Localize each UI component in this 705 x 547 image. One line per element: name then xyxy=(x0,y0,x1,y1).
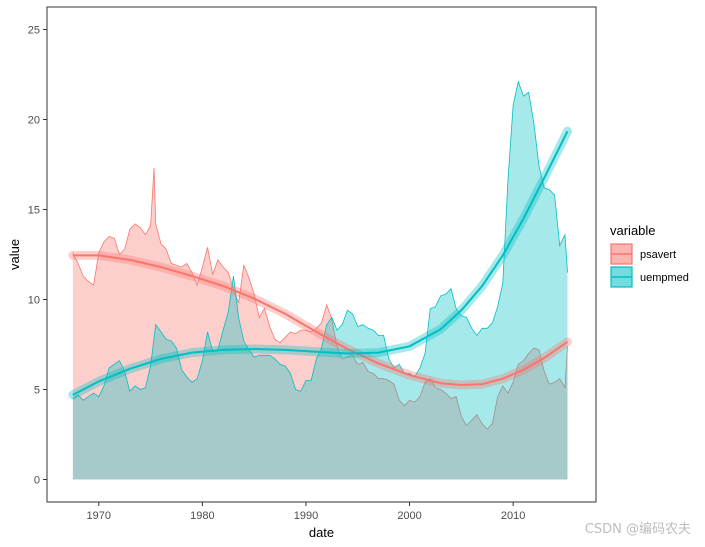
legend: variable psavert uempmed xyxy=(610,223,689,288)
legend-label-uempmed: uempmed xyxy=(640,272,689,284)
panel-border xyxy=(46,6,597,503)
y-axis-title: value xyxy=(7,239,22,270)
line-uempmed xyxy=(72,80,568,401)
x-tick-label: 1990 xyxy=(294,510,318,522)
x-axis-title: date xyxy=(309,525,334,540)
y-tick-label: 5 xyxy=(34,385,40,397)
smooth-line-psavert xyxy=(72,254,569,387)
y-tick-label: 25 xyxy=(28,25,40,37)
plot-area xyxy=(68,80,573,480)
watermark: CSDN @编码农夫 xyxy=(584,522,691,537)
y-tick-label: 20 xyxy=(28,115,40,127)
line-psavert xyxy=(72,168,568,430)
y-tick-label: 10 xyxy=(28,295,40,307)
y-tick-label: 0 xyxy=(34,475,40,487)
x-tick-label: 1970 xyxy=(87,510,111,522)
legend-label-psavert: psavert xyxy=(640,249,676,261)
x-tick-label: 2010 xyxy=(501,510,525,522)
smooth-line-uempmed xyxy=(72,130,569,396)
x-tick-label: 2000 xyxy=(397,510,421,522)
area-uempmed xyxy=(72,81,568,480)
x-tick-label: 1980 xyxy=(190,510,214,522)
y-tick-label: 15 xyxy=(28,205,40,217)
legend-title: variable xyxy=(610,223,656,238)
area-psavert xyxy=(72,168,568,480)
